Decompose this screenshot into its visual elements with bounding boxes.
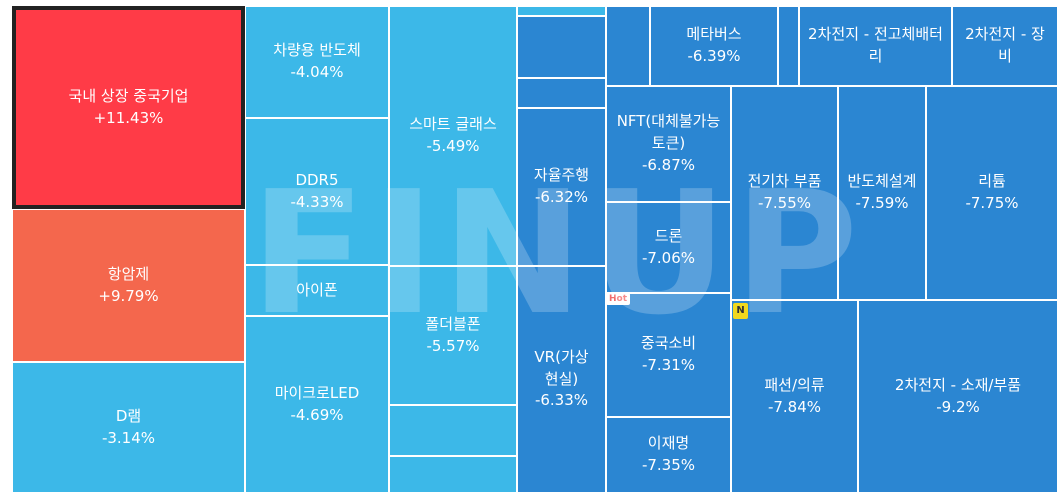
treemap-tile-unlabeled[interactable] [778, 6, 799, 86]
tile-change-value: -9.2% [936, 397, 980, 416]
tile-change-value: -4.69% [290, 405, 344, 424]
treemap-tile[interactable]: 2차전지 - 장비 [952, 6, 1058, 86]
treemap-tile-unlabeled[interactable] [517, 78, 606, 108]
tile-label: 리튬 [978, 172, 1006, 191]
tile-change-value: -6.39% [687, 47, 741, 65]
treemap-tile[interactable]: NFT(대체불가능토큰) -6.87% [606, 86, 731, 202]
treemap-tile[interactable]: 항암제 +9.79% [12, 209, 245, 362]
tile-label: 2차전지 - 장비 [965, 25, 1045, 65]
tile-change-value: -6.33% [534, 391, 589, 410]
treemap-tile[interactable]: 차량용 반도체 -4.04% [245, 6, 389, 118]
treemap-tile[interactable]: 리튬 -7.75% [926, 86, 1058, 300]
treemap-tile[interactable]: 패션/의류 -7.84% [731, 300, 858, 493]
tile-label: 차량용 반도체 [273, 41, 361, 60]
tile-change-value: -7.31% [641, 356, 696, 374]
tile-label: NFT(대체불가능토큰) [616, 112, 721, 153]
tile-label: 2차전지 - 소재/부품 [894, 375, 1022, 394]
treemap-tile[interactable]: 스마트 글래스 -5.49% [389, 6, 517, 266]
treemap-tile-unlabeled[interactable] [389, 456, 517, 493]
new-badge: N [733, 303, 748, 319]
tile-change-value: -7.35% [641, 456, 696, 474]
tile-label: 메타버스 [686, 25, 742, 44]
tile-label: 폴더블폰 [425, 314, 481, 333]
tile-change-value: -4.33% [290, 192, 344, 211]
tile-label: 드론 [654, 226, 683, 245]
treemap-tile[interactable]: DDR5 -4.33% [245, 118, 389, 265]
tile-label: VR(가상 현실) [534, 347, 589, 388]
treemap-tile[interactable]: 폴더블폰 -5.57% [389, 266, 517, 405]
treemap-tile[interactable]: 마이크로LED -4.69% [245, 316, 389, 493]
treemap-tile[interactable]: 메타버스 -6.39% [650, 6, 778, 86]
treemap-tile[interactable]: 전기차 부품 -7.55% [731, 86, 838, 300]
tile-label: 스마트 글래스 [409, 115, 497, 134]
treemap-tile[interactable]: 중국소비 -7.31% [606, 293, 731, 417]
tile-label: 아이폰 [296, 280, 338, 299]
tile-label: 국내 상장 중국기업 [68, 86, 189, 105]
tile-label: 중국소비 [640, 334, 697, 353]
tile-label: 이재명 [647, 434, 690, 453]
tile-change-value: -6.32% [534, 188, 589, 206]
treemap-tile[interactable]: 2차전지 - 전고체배터리 [799, 6, 952, 86]
tile-change-value: -5.57% [426, 336, 480, 355]
tile-label: 반도체설계 [847, 172, 917, 191]
tile-change-value: -7.55% [757, 194, 812, 212]
treemap-tile-unlabeled[interactable] [389, 405, 517, 456]
treemap-tile[interactable]: 자율주행 -6.32% [517, 108, 606, 266]
treemap-tile[interactable]: 반도체설계 -7.59% [838, 86, 926, 300]
tile-label: 항암제 [107, 264, 150, 283]
tile-label: D램 [115, 406, 142, 425]
tile-label: DDR5 [295, 170, 339, 189]
tile-change-value: +11.43% [93, 108, 164, 127]
tile-change-value: -7.06% [641, 248, 696, 267]
tile-label: 패션/의류 [764, 375, 825, 394]
treemap-tile[interactable]: 드론 -7.06% [606, 202, 731, 293]
tile-label: 마이크로LED [274, 383, 360, 402]
treemap-tile[interactable]: D램 -3.14% [12, 362, 245, 493]
tile-label: 2차전지 - 전고체배터리 [808, 25, 943, 65]
tile-change-value: -7.75% [965, 194, 1019, 212]
treemap-tile[interactable]: VR(가상 현실) -6.33% [517, 266, 606, 493]
treemap-tile[interactable]: 이재명 -7.35% [606, 417, 731, 493]
treemap-tile[interactable]: 국내 상장 중국기업 +11.43% [12, 6, 245, 209]
treemap-tile[interactable]: 2차전지 - 소재/부품 -9.2% [858, 300, 1058, 493]
tile-change-value: -5.49% [426, 137, 480, 155]
treemap-tile-unlabeled[interactable] [606, 6, 650, 86]
tile-label: 자율주행 [533, 166, 590, 185]
treemap-tile[interactable]: 아이폰 [245, 265, 389, 316]
tile-change-value: -7.84% [767, 397, 822, 416]
tile-change-value: +9.79% [98, 286, 159, 305]
tile-change-value: -4.04% [290, 63, 344, 81]
treemap-tile-unlabeled[interactable] [517, 16, 606, 78]
treemap-tile-unlabeled[interactable] [517, 6, 606, 16]
tile-label: 전기차 부품 [747, 172, 822, 191]
hot-badge: Hot [606, 293, 631, 305]
tile-change-value: -6.87% [641, 155, 696, 174]
tile-change-value: -7.59% [855, 194, 909, 212]
tile-change-value: -3.14% [101, 428, 156, 447]
